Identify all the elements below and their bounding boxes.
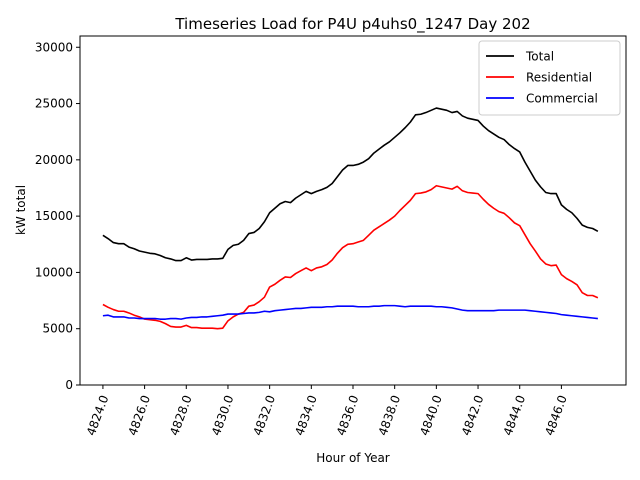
series-line-commercial: [102, 304, 598, 320]
series-line-residential: [102, 184, 599, 330]
legend-label-total: Total: [525, 50, 554, 64]
y-tick-label: 20000: [35, 153, 73, 167]
y-tick-label: 15000: [35, 209, 73, 223]
series-layer: [102, 107, 599, 330]
legend-box: [478, 40, 621, 116]
legend-label-residential: Residential: [526, 71, 592, 85]
chart-title: Timeseries Load for P4U p4uhs0_1247 Day …: [174, 15, 530, 34]
series-line-total: [102, 107, 599, 262]
y-tick-label: 0: [65, 378, 73, 392]
y-axis-ticks: 0 5000 10000 15000 20000 25000 30000: [35, 40, 80, 392]
legend: Total Residential Commercial: [478, 40, 621, 116]
y-tick-label: 10000: [35, 265, 73, 279]
x-axis-label: Hour of Year: [316, 451, 390, 465]
y-tick-label: 5000: [42, 322, 73, 336]
y-tick-label: 30000: [35, 40, 73, 54]
y-tick-label: 25000: [35, 97, 73, 111]
legend-label-commercial: Commercial: [526, 92, 598, 106]
y-axis-label: kW total: [14, 185, 28, 235]
